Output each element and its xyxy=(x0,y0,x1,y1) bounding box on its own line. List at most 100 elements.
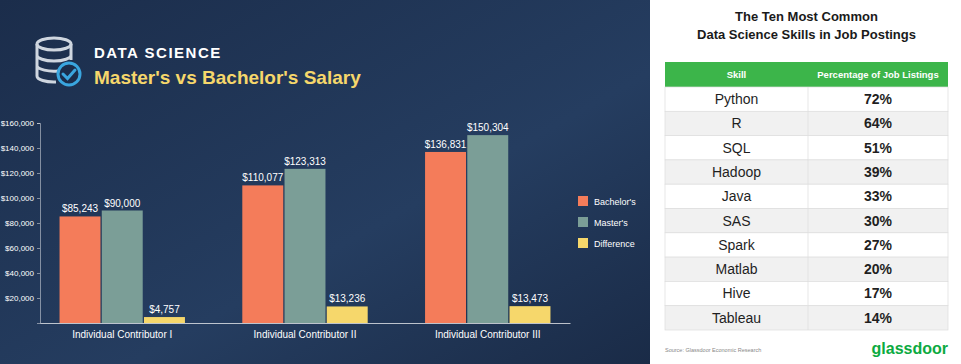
legend-swatch xyxy=(578,238,588,248)
icon-check-circle xyxy=(58,63,80,85)
bar xyxy=(60,216,101,323)
table-column-divider xyxy=(808,257,809,281)
table-cell: R xyxy=(731,115,741,131)
y-tick: $100,000 xyxy=(1,194,40,203)
y-tick-label: $140,000 xyxy=(1,144,35,153)
skills-table: The Ten Most CommonData Science Skills i… xyxy=(665,9,948,357)
table-cell: Spark xyxy=(718,237,756,253)
legend-item: Master's xyxy=(578,217,628,228)
table-cell: Tableau xyxy=(712,310,761,326)
left-panel-background xyxy=(0,0,650,364)
y-tick-mark xyxy=(37,173,40,174)
table-cell: Java xyxy=(722,188,752,204)
y-axis: $20,000 $40,000 $60,000 $80,000 $100,000 $120… xyxy=(1,119,41,323)
y-tick-label: $60,000 xyxy=(5,244,34,253)
data-label: $123,313 xyxy=(284,156,326,167)
y-tick-label: $160,000 xyxy=(1,119,35,128)
table-title: Data Science Skills in Job Postings xyxy=(697,27,916,42)
table-row-background xyxy=(665,87,948,111)
table-header-cell: Skill xyxy=(727,69,747,80)
y-tick-mark xyxy=(37,273,40,274)
table-row-background xyxy=(665,184,948,208)
table-cell: SQL xyxy=(722,140,750,156)
y-tick-mark xyxy=(37,198,40,199)
y-tick: $60,000 xyxy=(5,244,40,253)
x-tick: Individual Contributor II xyxy=(254,323,357,340)
data-label: $13,236 xyxy=(329,293,366,304)
table-cell: 51% xyxy=(864,140,893,156)
table-column-divider xyxy=(808,111,809,135)
y-tick: $140,000 xyxy=(1,144,40,153)
table-column-divider xyxy=(808,87,809,111)
y-tick: $20,000 xyxy=(5,294,40,303)
table-cell: 27% xyxy=(864,237,893,253)
x-tick-label: Individual Contributor III xyxy=(435,329,541,340)
y-axis-line xyxy=(37,124,41,324)
y-tick-mark xyxy=(37,148,40,149)
y-tick-mark xyxy=(37,123,40,124)
legend-label: Bachelor's xyxy=(594,197,636,207)
x-tick: Individual Contributor III xyxy=(435,323,541,340)
icon-top xyxy=(37,38,71,50)
y-tick-label: $40,000 xyxy=(5,269,34,278)
x-axis-line xyxy=(41,323,571,324)
table-row-background xyxy=(665,136,948,160)
canvas-svg: DATA SCIENCE Master's vs Bachelor's Salar… xyxy=(0,0,961,364)
chart-title: Master's vs Bachelor's Salary xyxy=(94,67,361,88)
table-cell: 20% xyxy=(864,261,893,277)
table-cell: 64% xyxy=(864,115,893,131)
table-cell: 39% xyxy=(864,164,893,180)
bar xyxy=(467,135,508,323)
table-row-background xyxy=(665,111,948,135)
legend-swatch xyxy=(578,217,588,227)
y-tick: $160,000 xyxy=(1,119,40,128)
bar xyxy=(327,306,368,323)
bar xyxy=(144,317,185,323)
y-tick-mark xyxy=(37,298,40,299)
data-label: $13,473 xyxy=(512,293,549,304)
bar xyxy=(285,169,326,323)
data-labels: $85,243 $110,077 $136,831 $90,000 $123,313 $1… xyxy=(62,122,549,315)
x-tick: Individual Contributor I xyxy=(72,323,172,340)
table-row-background xyxy=(665,257,948,281)
table-cell: 33% xyxy=(864,188,893,204)
data-label: $136,831 xyxy=(425,139,467,150)
table-row-background xyxy=(665,281,948,305)
table-row-background xyxy=(665,160,948,184)
legend-item: Bachelor's xyxy=(578,196,636,207)
page: DATA SCIENCE Master's vs Bachelor's Salar… xyxy=(0,0,961,364)
legend: Bachelor's Master's Difference xyxy=(578,196,636,249)
table-column-divider xyxy=(808,160,809,184)
right-panel-background xyxy=(650,0,961,364)
table-cell: Python xyxy=(715,91,759,107)
table-column-divider xyxy=(808,136,809,160)
glassdoor-logo: glassdoor xyxy=(872,340,948,357)
table-cell: 30% xyxy=(864,213,893,229)
y-tick-label: $80,000 xyxy=(5,219,34,228)
y-tick: $120,000 xyxy=(1,169,40,178)
table-cell: Hive xyxy=(722,285,750,301)
data-label: $4,757 xyxy=(149,304,180,315)
y-tick-mark xyxy=(37,248,40,249)
y-tick: $40,000 xyxy=(5,269,40,278)
legend-item: Difference xyxy=(578,238,635,249)
table-row-background xyxy=(665,233,948,257)
data-label: $150,304 xyxy=(467,122,509,133)
table-source: Source: Glassdoor Economic Research xyxy=(665,347,761,353)
x-tick-label: Individual Contributor I xyxy=(72,329,172,340)
table-cell: 14% xyxy=(864,310,893,326)
table-cell: 72% xyxy=(864,91,893,107)
y-tick-mark xyxy=(37,223,40,224)
bar xyxy=(102,211,143,324)
chart-subtitle: DATA SCIENCE xyxy=(94,44,222,61)
data-label: $90,000 xyxy=(104,198,141,209)
table-cell: 17% xyxy=(864,285,893,301)
table-header-cell: Percentage of Job Listings xyxy=(817,69,938,80)
table-header-background xyxy=(665,62,948,87)
table-cell: Hadoop xyxy=(712,164,761,180)
y-tick-label: $20,000 xyxy=(5,294,34,303)
data-label: $110,077 xyxy=(242,172,283,183)
table-cell: Matlab xyxy=(715,261,757,277)
data-label: $85,243 xyxy=(62,203,99,214)
x-tick-label: Individual Contributor II xyxy=(254,329,357,340)
